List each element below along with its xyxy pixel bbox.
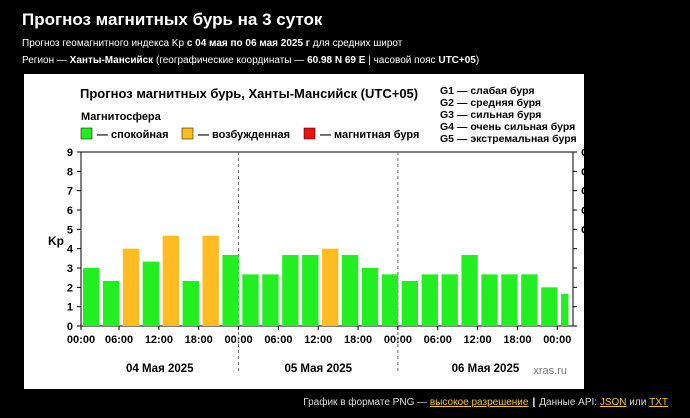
kp-bar xyxy=(521,274,538,326)
kp-bar xyxy=(222,255,239,326)
g-legend-item: G1 — слабая буря xyxy=(440,85,535,97)
kp-bar xyxy=(302,255,319,326)
footer: График в формате PNG — высокое разрешени… xyxy=(303,397,668,408)
watermark: xras.ru xyxy=(533,365,567,377)
desc-suffix: для средних широт xyxy=(309,38,403,49)
kp-bar xyxy=(501,274,518,326)
kp-bar xyxy=(102,280,120,326)
g-scale-label: G5 xyxy=(581,147,584,159)
kp-bar xyxy=(421,274,438,326)
x-tick-label: 18:00 xyxy=(185,334,213,346)
kp-chart: Прогноз магнитных бурь, Ханты-Мансийск (… xyxy=(24,74,584,389)
kp-bar xyxy=(83,268,100,326)
y-axis-label: Kp xyxy=(48,234,64,248)
legend-label: — магнитная буря xyxy=(320,129,419,141)
legend-swatch xyxy=(80,127,93,140)
x-tick-label: 12:00 xyxy=(304,334,332,346)
forecast-description: Прогноз геомагнитного индекса Kp с 04 ма… xyxy=(22,38,402,49)
legend-label: — возбужденная xyxy=(198,129,290,141)
y-tick-label: 6 xyxy=(67,205,73,217)
x-tick-label: 12:00 xyxy=(145,334,173,346)
region-timezone: UTC+05 xyxy=(438,55,476,66)
x-tick-label: 18:00 xyxy=(503,334,531,346)
kp-bar xyxy=(481,274,498,326)
kp-chart-svg: Прогноз магнитных бурь, Ханты-Мансийск (… xyxy=(24,74,584,389)
kp-bar xyxy=(381,274,399,326)
g-legend-item: G3 — сильная буря xyxy=(440,109,541,121)
y-tick-label: 3 xyxy=(67,263,73,275)
x-tick-label: 18:00 xyxy=(344,334,372,346)
x-tick-label: 00:00 xyxy=(67,334,95,346)
legend-label: — спокойная xyxy=(97,129,169,141)
api-prefix: Данные API: xyxy=(539,397,600,408)
desc-dates: с 04 мая по 06 мая 2025 г xyxy=(186,38,310,49)
kp-bar xyxy=(162,235,180,326)
kp-bar xyxy=(461,255,478,326)
y-tick-label: 9 xyxy=(67,147,73,159)
kp-bar xyxy=(182,280,199,326)
day-label: 05 Мая 2025 xyxy=(284,363,352,375)
chart-panel-bg xyxy=(24,74,584,389)
txt-link[interactable]: TXT xyxy=(649,397,668,408)
x-tick-label: 06:00 xyxy=(424,334,452,346)
legend-swatch xyxy=(181,127,194,140)
day-label: 06 Мая 2025 xyxy=(452,363,520,375)
g-legend-item: G2 — средняя буря xyxy=(440,97,541,109)
tz-suffix: ) xyxy=(475,55,480,66)
x-tick-label: 06:00 xyxy=(105,334,133,346)
y-tick-label: 7 xyxy=(67,186,73,198)
kp-bar xyxy=(541,287,558,326)
g-scale-label: G1 xyxy=(581,224,584,236)
kp-bar xyxy=(242,274,259,326)
x-tick-label: 06:00 xyxy=(264,334,292,346)
region-name: Ханты-Мансийск xyxy=(69,55,154,66)
x-tick-label: 12:00 xyxy=(464,334,492,346)
json-link[interactable]: JSON xyxy=(599,397,627,408)
kp-bar xyxy=(202,235,219,326)
y-tick-label: 4 xyxy=(67,244,74,256)
g-scale-label: G4 xyxy=(581,166,584,178)
desc-prefix: Прогноз геомагнитного индекса Kp xyxy=(22,38,187,49)
x-tick-label: 00:00 xyxy=(543,334,571,346)
kp-bar xyxy=(142,261,160,326)
y-tick-label: 0 xyxy=(67,321,73,333)
g-legend-item: G4 — очень сильная буря xyxy=(440,121,575,133)
kp-bar xyxy=(322,248,339,326)
day-label: 04 Мая 2025 xyxy=(126,363,194,375)
y-tick-label: 8 xyxy=(67,166,73,178)
g-legend-item: G5 — экстремальная буря xyxy=(440,133,577,145)
region-coords: 60.98 N 69 E xyxy=(307,55,366,66)
x-tick-label: 00:00 xyxy=(224,334,252,346)
tz-prefix: | часовой пояс xyxy=(365,55,439,66)
kp-bar xyxy=(401,280,419,326)
kp-bar xyxy=(122,248,140,326)
kp-bar xyxy=(262,274,279,326)
g-scale-label: G3 xyxy=(581,186,584,198)
kp-bar xyxy=(441,274,458,326)
coords-prefix: (географические координаты — xyxy=(153,55,308,66)
kp-bar xyxy=(282,255,299,326)
footer-prefix: График в формате PNG — xyxy=(303,397,430,408)
x-tick-label: 00:00 xyxy=(384,334,412,346)
kp-bar xyxy=(561,293,569,326)
kp-bar xyxy=(361,268,379,326)
y-tick-label: 1 xyxy=(67,302,73,314)
g-scale-label: G2 xyxy=(581,205,584,217)
y-tick-label: 5 xyxy=(67,224,73,236)
hires-png-link[interactable]: высокое разрешение xyxy=(429,397,529,408)
region-prefix: Регион — xyxy=(22,55,70,66)
kp-bar xyxy=(341,255,359,326)
page-title: Прогноз магнитных бурь на 3 суток xyxy=(22,10,323,29)
footer-or: или xyxy=(626,397,650,408)
region-info: Регион — Ханты-Мансийск (географические … xyxy=(22,55,479,66)
legend-swatch xyxy=(303,127,316,140)
y-tick-label: 2 xyxy=(67,282,73,294)
footer-separator: | xyxy=(532,397,536,408)
legend-title: Магнитосфера xyxy=(81,111,162,123)
chart-title: Прогноз магнитных бурь, Ханты-Мансийск (… xyxy=(80,86,418,101)
